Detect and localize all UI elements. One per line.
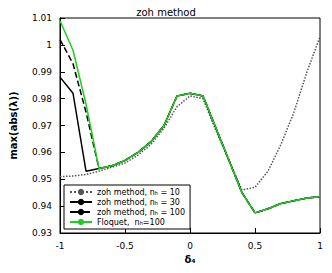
svg-text:0.98: 0.98 [32,94,52,104]
svg-text:1: 1 [317,241,323,251]
svg-text:max(abs(λ)): max(abs(λ)) [8,91,19,159]
svg-text:zoh method, nₕ = 10: zoh method, nₕ = 10 [97,188,180,197]
svg-text:0.99: 0.99 [32,67,52,77]
svg-text:Floquet, nₕ=100: Floquet, nₕ=100 [97,218,165,227]
svg-text:0.96: 0.96 [32,147,52,157]
svg-text:0.97: 0.97 [32,121,52,131]
svg-text:zoh method: zoh method [136,7,196,18]
svg-text:0.94: 0.94 [32,201,52,211]
svg-text:0: 0 [187,241,193,251]
svg-text:1.01: 1.01 [32,13,52,23]
svg-text:-1: -1 [56,241,65,251]
svg-text:0.5: 0.5 [248,241,262,251]
svg-text:-0.5: -0.5 [116,241,134,251]
svg-text:1: 1 [46,40,52,50]
svg-text:zoh method, nₕ = 100: zoh method, nₕ = 100 [97,208,185,217]
svg-text:zoh method, nₕ = 30: zoh method, nₕ = 30 [97,198,180,207]
svg-text:0.95: 0.95 [32,174,52,184]
svg-text:δ₄: δ₄ [184,254,195,265]
svg-text:0.93: 0.93 [32,228,52,238]
